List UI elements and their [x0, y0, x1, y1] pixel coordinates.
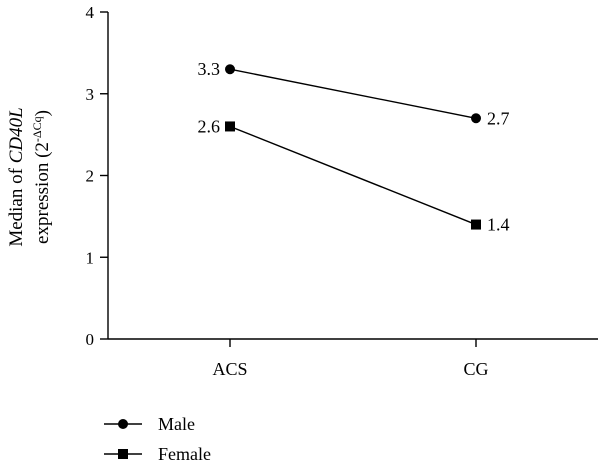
point-female-acs [225, 121, 235, 132]
y-axis-title-line2-suffix: ) [32, 110, 53, 116]
x-tick-label-cg: CG [463, 359, 488, 379]
point-male-cg [471, 113, 481, 124]
series-layer: 3.3 2.7 2.6 1.4 [198, 59, 510, 234]
data-label-male-cg: 2.7 [487, 108, 510, 128]
legend-marker-female [118, 449, 128, 459]
legend-marker-male [118, 419, 128, 429]
point-male-acs [225, 64, 235, 75]
data-label-female-cg: 1.4 [487, 215, 510, 235]
y-axis-title-gene: CD40L [6, 107, 27, 163]
x-ticks: ACS CG [212, 339, 489, 379]
y-axis-title-prefix: Median of [6, 163, 27, 246]
x-tick-label-acs: ACS [212, 359, 247, 379]
series-female: 2.6 1.4 [198, 116, 510, 234]
y-ticks: 0 1 2 3 4 [86, 3, 108, 349]
y-axis-title-exponent: -ΔCq [30, 116, 44, 142]
legend-item-male: Male [104, 414, 195, 434]
series-male: 3.3 2.7 [198, 59, 510, 128]
legend-item-female: Female [104, 444, 211, 464]
data-label-male-acs: 3.3 [198, 59, 221, 79]
y-tick-label-0: 0 [86, 330, 95, 349]
series-line-female [229, 125, 477, 226]
legend-label-male: Male [158, 414, 195, 434]
y-axis-title-line2-prefix: expression (2 [32, 142, 53, 244]
y-tick-label-4: 4 [86, 3, 95, 22]
series-line-male [229, 68, 477, 119]
point-female-cg [471, 219, 481, 230]
legend-label-female: Female [158, 444, 211, 464]
y-tick-label-1: 1 [86, 248, 95, 267]
legend: Male Female [104, 414, 211, 464]
y-axis-title-line1: Median of CD40L [6, 107, 27, 246]
y-axis-title: Median of CD40L expression (2-ΔCq) [6, 107, 53, 246]
y-tick-label-2: 2 [86, 167, 95, 186]
data-label-female-acs: 2.6 [198, 116, 221, 136]
y-axis-title-line2: expression (2-ΔCq) [30, 110, 53, 244]
y-tick-label-3: 3 [86, 85, 95, 104]
